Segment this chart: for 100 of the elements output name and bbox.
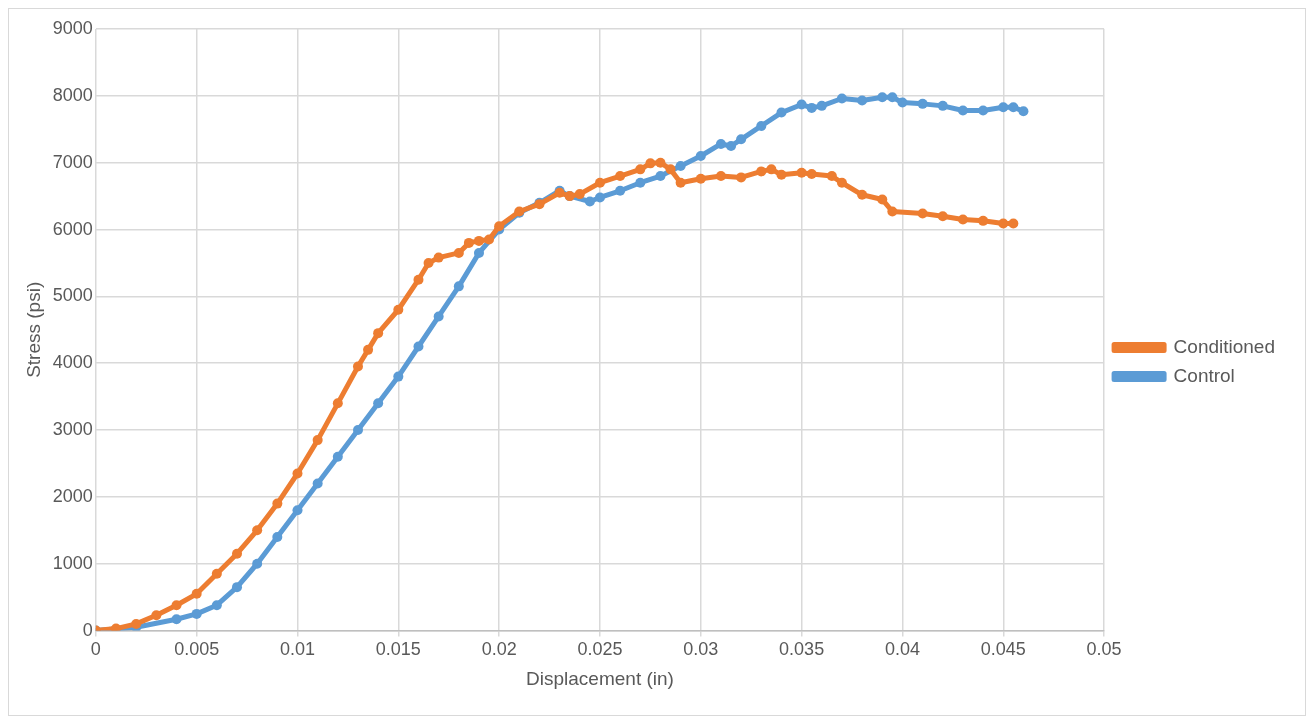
point (594, 177, 605, 188)
point (363, 344, 374, 355)
point (191, 588, 202, 599)
point (736, 134, 747, 145)
point (352, 425, 363, 436)
point (1008, 102, 1019, 113)
point (433, 252, 444, 263)
point (413, 274, 424, 285)
point (312, 478, 323, 489)
point (715, 171, 726, 182)
point (473, 235, 484, 246)
point (484, 234, 495, 245)
point (151, 610, 162, 621)
x-tick-label: 0.025 (577, 639, 623, 660)
point (463, 237, 474, 248)
point (413, 341, 424, 352)
y-tick-label: 2000 (52, 485, 93, 506)
x-axis-title: Displacement (in) (526, 667, 674, 689)
point (211, 600, 222, 611)
point (473, 247, 484, 258)
point (292, 468, 303, 479)
point (766, 164, 777, 175)
point (897, 97, 908, 108)
point (373, 398, 384, 409)
point (352, 361, 363, 372)
point (736, 172, 747, 183)
y-axis-title: Stress (psi) (22, 281, 44, 378)
x-tick-label: 0.005 (174, 639, 220, 660)
x-tick-label: 0.01 (279, 639, 316, 660)
point (857, 189, 868, 200)
point (877, 92, 888, 103)
y-tick-label: 6000 (52, 218, 93, 239)
point (826, 171, 837, 182)
y-tick-label: 0 (82, 619, 93, 640)
y-tick-label: 3000 (52, 419, 93, 440)
point (796, 167, 807, 178)
point (635, 177, 646, 188)
y-tick-label: 7000 (52, 151, 93, 172)
point (453, 281, 464, 292)
point (675, 177, 686, 188)
point (211, 568, 222, 579)
point (171, 614, 182, 625)
legend-label: Conditioned (1173, 335, 1276, 357)
x-tick-label: 0.05 (1086, 639, 1122, 660)
point (998, 102, 1009, 113)
point (635, 164, 646, 175)
point (695, 173, 706, 184)
point (393, 371, 404, 382)
point (806, 102, 817, 113)
x-tick-label: 0.03 (683, 639, 719, 660)
point (131, 618, 142, 629)
point (978, 215, 989, 226)
y-tick-label: 5000 (52, 285, 93, 306)
point (695, 151, 706, 161)
point (917, 98, 928, 109)
point (272, 532, 283, 543)
point (645, 158, 656, 169)
point (887, 92, 898, 103)
point (816, 100, 827, 111)
point (232, 548, 242, 559)
point (756, 166, 767, 177)
point (615, 171, 626, 182)
point (675, 161, 686, 172)
point (111, 623, 122, 631)
point (726, 140, 737, 151)
point (655, 171, 666, 182)
point (171, 600, 182, 611)
point (715, 138, 726, 149)
point (796, 99, 807, 110)
point (332, 451, 343, 462)
point (836, 93, 847, 104)
point (887, 206, 898, 217)
point (312, 435, 323, 446)
point (937, 100, 948, 111)
point (836, 177, 847, 188)
point (373, 328, 384, 339)
x-tick-label: 0.045 (980, 639, 1026, 660)
point (574, 189, 585, 200)
point (917, 208, 928, 219)
point (393, 304, 404, 315)
point (584, 196, 595, 207)
point (857, 95, 868, 106)
point (433, 311, 444, 322)
point (998, 218, 1009, 229)
point (1008, 218, 1019, 229)
point (232, 582, 242, 593)
y-tick-label: 4000 (52, 352, 93, 373)
y-tick-label: 1000 (52, 552, 93, 573)
point (957, 214, 968, 225)
point (191, 608, 202, 619)
point (806, 169, 817, 180)
point (665, 164, 676, 175)
point (756, 120, 767, 131)
x-tick-label: 0.035 (779, 639, 825, 660)
legend-label: Control (1173, 364, 1235, 386)
point (423, 257, 434, 268)
y-tick-label: 8000 (52, 84, 93, 105)
point (1018, 106, 1029, 117)
point (252, 558, 263, 569)
point (332, 398, 343, 409)
